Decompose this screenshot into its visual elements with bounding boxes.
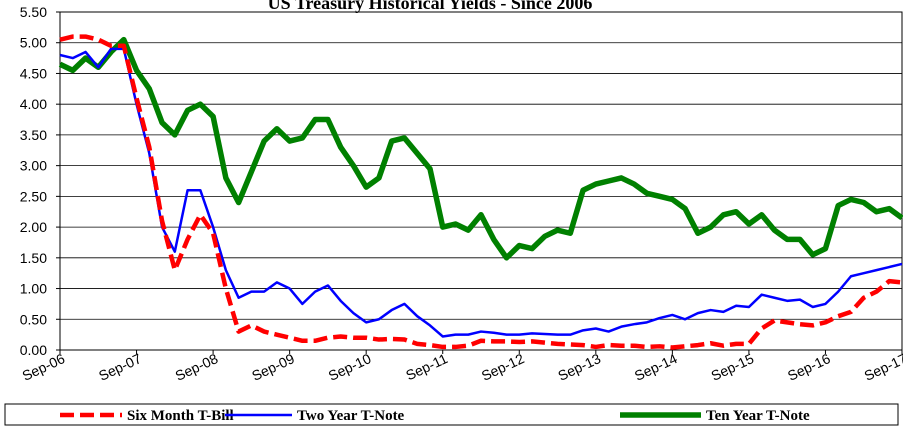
plot-border	[59, 11, 903, 351]
x-tick-label: Sep-13	[555, 350, 603, 384]
x-tick-label: Sep-16	[785, 350, 833, 384]
series-line	[58, 36, 903, 261]
y-tick-label: 2.00	[20, 219, 47, 235]
x-tick-label: Sep-15	[708, 350, 756, 384]
y-tick-label: 3.50	[20, 127, 47, 143]
y-tick-label: 1.50	[20, 250, 47, 266]
x-tick-label: Sep-10	[326, 350, 374, 384]
x-tick-label: Sep-09	[249, 350, 297, 384]
x-tick-label: Sep-07	[96, 350, 144, 384]
x-tick-label: Sep-11	[403, 350, 450, 383]
y-tick-label: 3.00	[20, 158, 47, 174]
y-tick-label: 4.00	[20, 96, 47, 112]
chart-title: US Treasury Historical Yields - Since 20…	[268, 0, 593, 13]
x-tick-label: Sep-17	[862, 350, 903, 384]
legend-label: Six Month T-Bill	[127, 408, 234, 424]
y-tick-label: 5.50	[20, 4, 47, 20]
y-tick-label: 2.50	[20, 188, 47, 204]
y-tick-label: 0.50	[20, 311, 47, 327]
y-tick-label: 0.00	[20, 342, 47, 358]
series-line	[59, 34, 903, 350]
x-tick-label: Sep-08	[173, 350, 221, 384]
x-tick-label: Sep-14	[632, 350, 680, 384]
legend-label: Two Year T-Note	[297, 408, 405, 424]
y-tick-label: 1.00	[20, 281, 47, 297]
legend-box	[4, 403, 899, 426]
legend-label: Ten Year T-Note	[706, 408, 810, 424]
y-tick-label: 4.50	[20, 65, 47, 81]
series-line	[59, 47, 903, 338]
x-tick-label: Sep-12	[479, 350, 527, 384]
y-tick-label: 5.00	[20, 35, 47, 51]
